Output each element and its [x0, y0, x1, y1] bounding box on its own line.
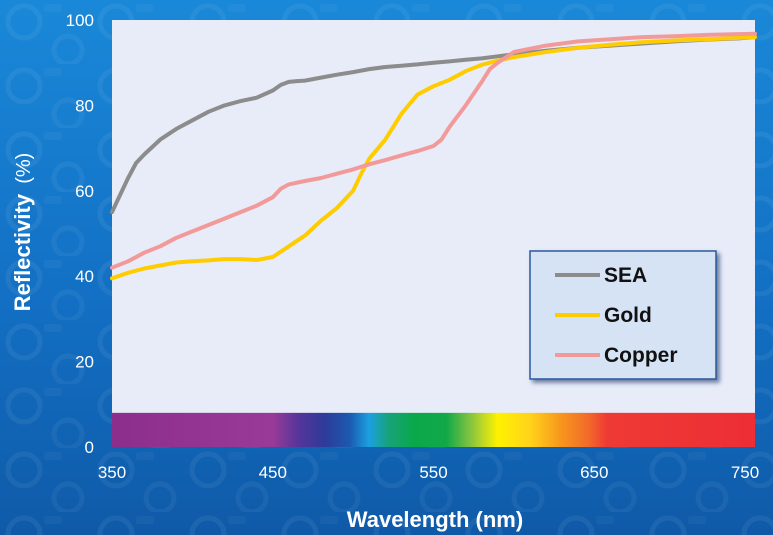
x-tick-label: 450 — [259, 463, 287, 482]
x-tick-label: 650 — [580, 463, 608, 482]
legend-label-copper: Copper — [604, 344, 678, 367]
legend-label-sea: SEA — [604, 264, 647, 287]
y-tick-label: 20 — [75, 353, 94, 372]
legend-label-gold: Gold — [604, 304, 652, 327]
y-axis-ticks: 0 20 40 60 80 100 — [66, 11, 94, 457]
y-tick-label: 40 — [75, 267, 94, 286]
series-layer — [110, 31, 757, 281]
y-axis-title-unit: (%) — [13, 153, 35, 184]
visible-spectrum-band — [112, 412, 755, 447]
legend-items: SEA Gold Copper — [555, 264, 678, 367]
x-axis-title: Wavelength (nm) — [347, 507, 523, 532]
x-tick-label: 550 — [419, 463, 447, 482]
series-line-copper — [110, 31, 757, 270]
y-tick-label: 100 — [66, 11, 94, 30]
x-tick-label: 350 — [98, 463, 126, 482]
x-axis-ticks: 350 450 550 650 750 — [98, 463, 759, 482]
y-tick-label: 60 — [75, 182, 94, 201]
series-line-gold — [110, 35, 757, 281]
y-tick-label: 0 — [85, 438, 94, 457]
x-tick-label: 750 — [731, 463, 759, 482]
legend: SEA Gold Copper — [529, 250, 717, 380]
y-axis-title: Reflectivity (%) — [10, 153, 35, 312]
y-tick-label: 80 — [75, 96, 94, 115]
y-axis-title-main: Reflectivity — [10, 193, 35, 311]
